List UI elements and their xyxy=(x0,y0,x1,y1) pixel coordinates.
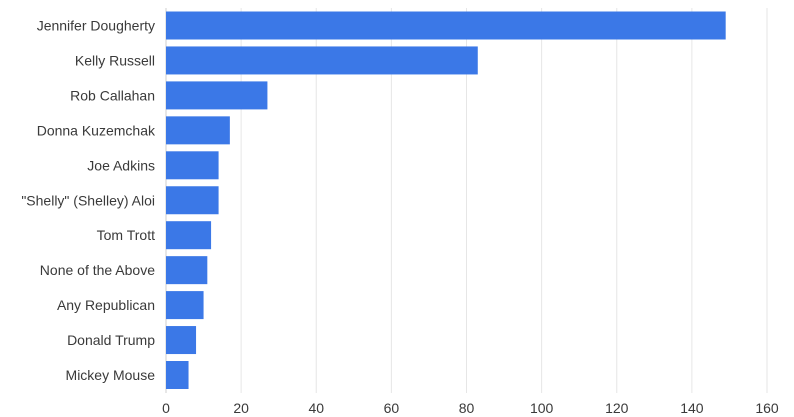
bar xyxy=(166,361,189,389)
category-label: Mickey Mouse xyxy=(66,367,156,383)
bar xyxy=(166,81,268,110)
category-label: Donald Trump xyxy=(67,332,155,348)
x-tick-label: 80 xyxy=(459,400,475,416)
bar xyxy=(166,186,219,215)
bar xyxy=(166,11,726,40)
bar xyxy=(166,291,204,320)
bar xyxy=(166,221,212,250)
category-label: Joe Adkins xyxy=(87,157,155,173)
category-labels: Jennifer Dougherty Kelly Russell Rob Calla… xyxy=(21,18,156,384)
category-label: Any Republican xyxy=(57,297,155,313)
bar xyxy=(166,256,208,285)
category-label: Jennifer Dougherty xyxy=(37,18,155,34)
category-label: None of the Above xyxy=(40,262,155,278)
category-label: Rob Callahan xyxy=(70,87,155,103)
x-axis-tick-labels: 0 20 40 60 80 100 120 140 160 xyxy=(162,400,779,416)
category-label: Kelly Russell xyxy=(75,52,155,68)
x-tick-label: 100 xyxy=(530,400,554,416)
x-tick-label: 120 xyxy=(605,400,629,416)
bar xyxy=(166,151,219,180)
x-tick-label: 0 xyxy=(162,400,170,416)
x-tick-label: 60 xyxy=(384,400,400,416)
bar xyxy=(166,116,230,145)
category-label: Donna Kuzemchak xyxy=(37,122,156,138)
x-tick-label: 40 xyxy=(308,400,324,416)
x-tick-label: 20 xyxy=(233,400,249,416)
bar xyxy=(166,326,197,355)
category-label: Tom Trott xyxy=(97,227,155,243)
bars xyxy=(166,11,726,389)
bar xyxy=(166,46,478,75)
category-label: "Shelly" (Shelley) Aloi xyxy=(21,192,155,208)
x-tick-label: 140 xyxy=(680,400,704,416)
x-tick-label: 160 xyxy=(755,400,779,416)
